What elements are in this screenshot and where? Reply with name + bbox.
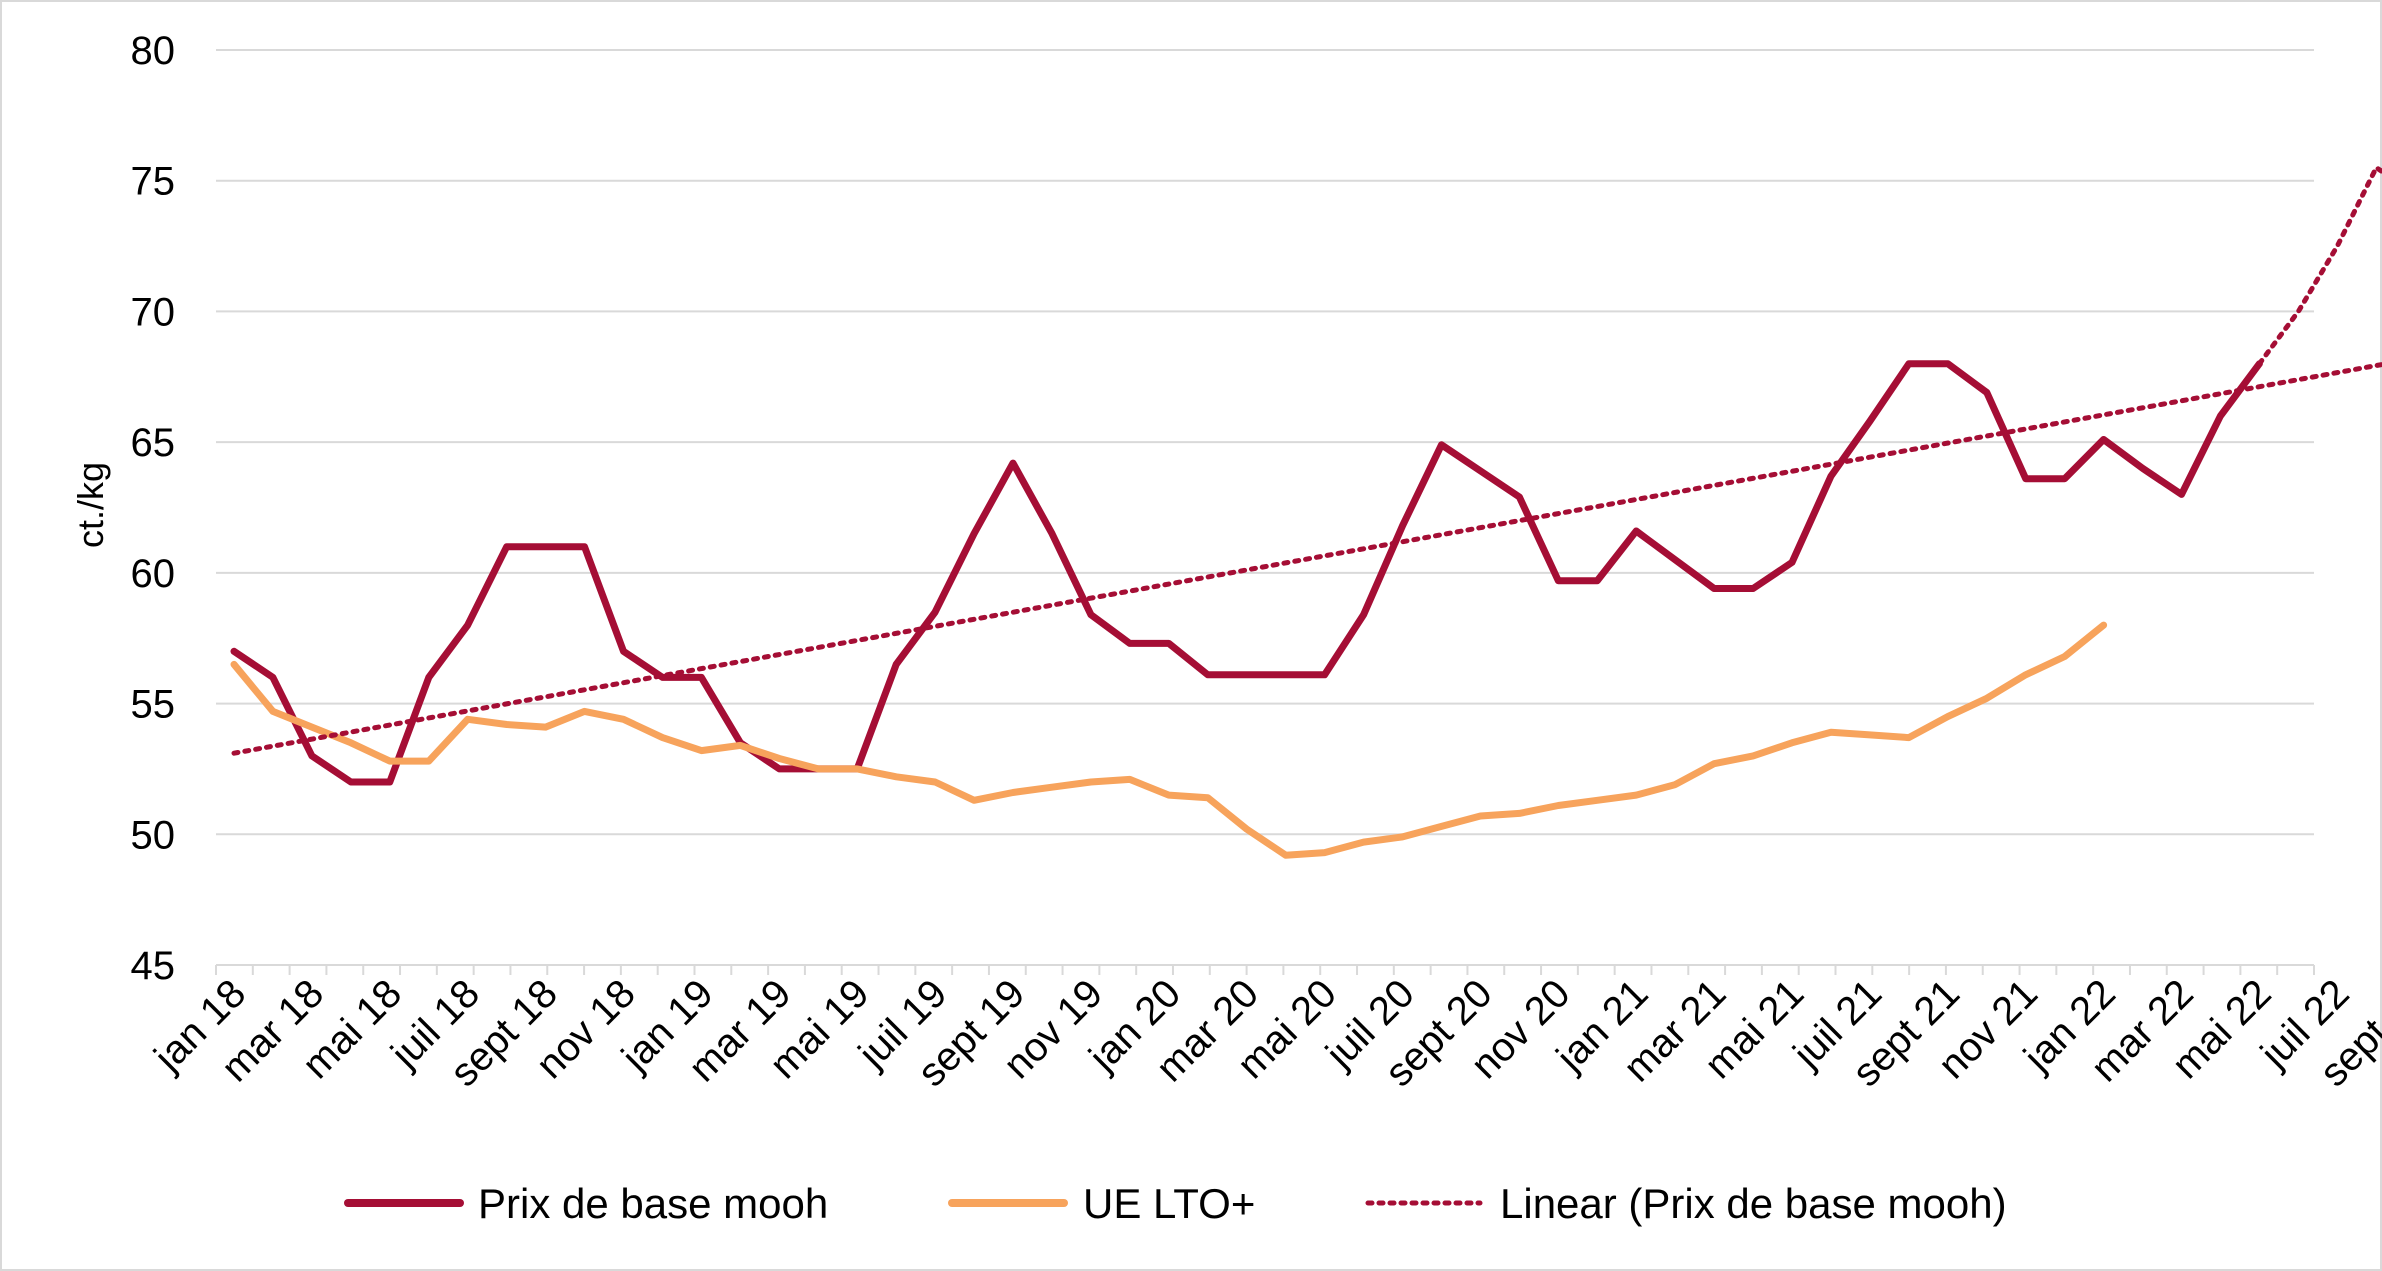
series-line-3 (2256, 165, 2382, 367)
y-tick-label: 80 (131, 29, 176, 73)
series-layer (230, 165, 2382, 859)
y-tick-label: 60 (131, 552, 176, 596)
series-line-2 (231, 361, 2382, 756)
y-tick-label: 45 (131, 944, 176, 988)
y-tick-label: 75 (131, 160, 176, 204)
y-tick-label: 70 (131, 290, 176, 334)
y-tick-label: 55 (131, 683, 176, 727)
y-tick-label: 50 (131, 813, 176, 857)
gridlines (216, 49, 2314, 836)
x-axis-tickmarks (215, 965, 2315, 975)
y-axis-label: ct./kg (70, 462, 111, 548)
legend: Prix de base mooh UE LTO+ Linear (Prix de … (344, 1180, 2007, 1227)
y-tick-label: 65 (131, 421, 176, 465)
legend-label: Prix de base mooh (478, 1180, 828, 1227)
series-line-1 (230, 621, 2108, 859)
legend-label: UE LTO+ (1083, 1180, 1255, 1227)
y-axis-ticks: 45 50 55 60 65 70 75 80 (131, 29, 176, 988)
legend-label: Linear (Prix de base mooh) (1500, 1180, 2007, 1227)
series-line-0 (230, 360, 2263, 786)
